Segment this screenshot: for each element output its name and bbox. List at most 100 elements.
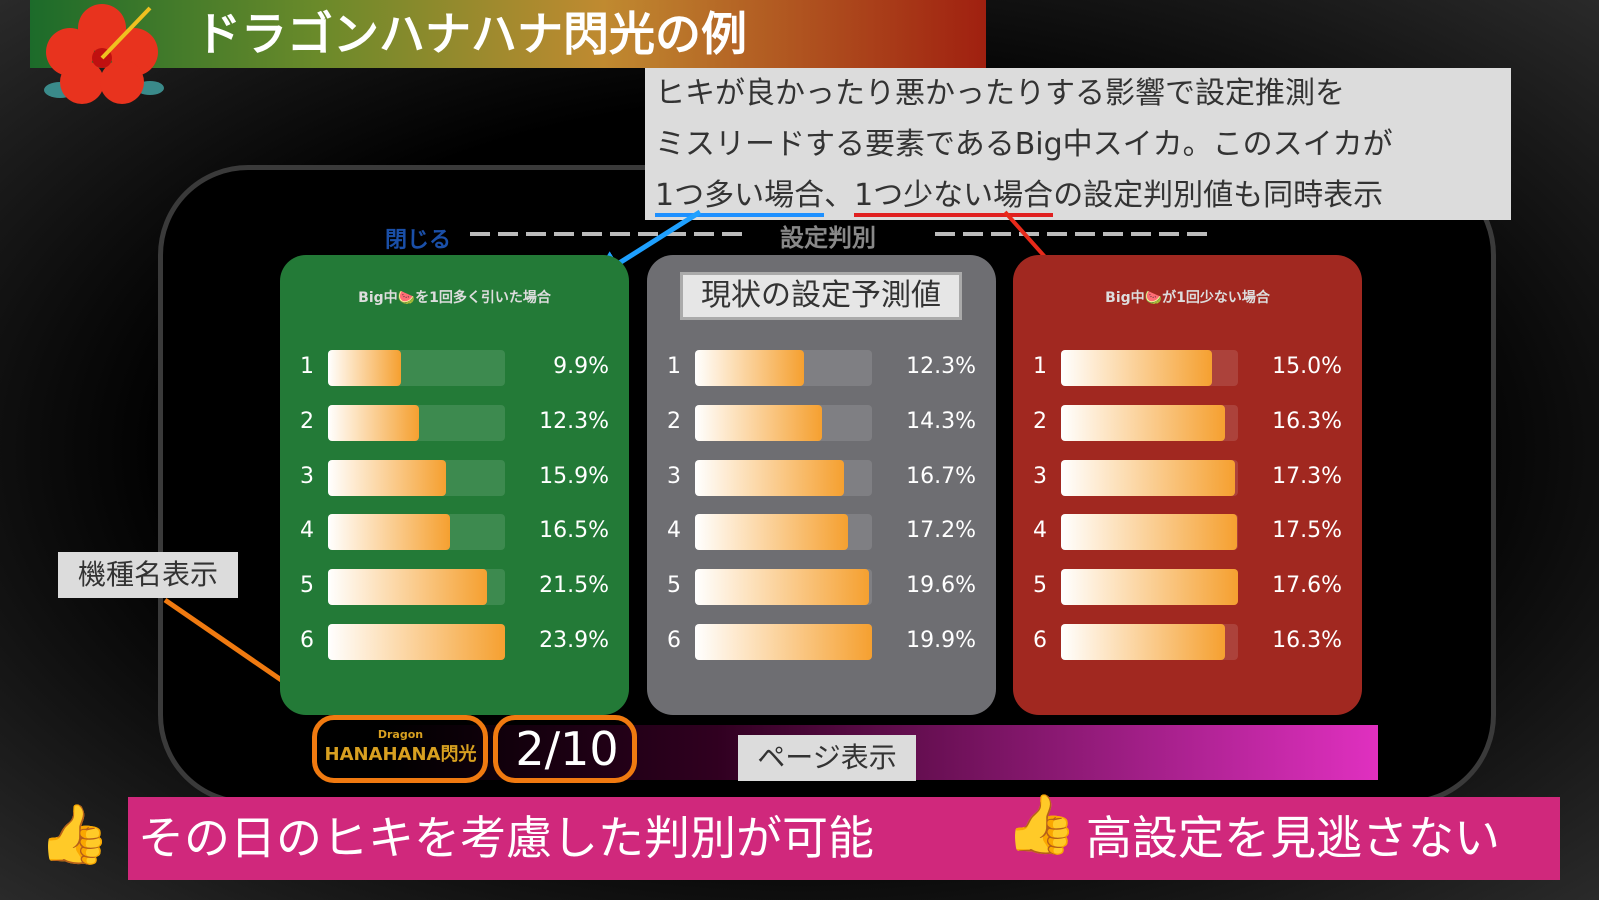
- setting-number: 2: [300, 408, 314, 434]
- probability-value: 12.3%: [906, 354, 976, 379]
- probability-bar: [695, 514, 848, 551]
- probability-bar: [328, 459, 446, 496]
- probability-bar: [695, 569, 870, 606]
- page-display-label: ページ表示: [738, 735, 916, 781]
- setting-row: 6 23.9%: [280, 622, 629, 662]
- probability-value: 16.5%: [539, 518, 609, 544]
- probability-value: 15.9%: [539, 463, 609, 489]
- probability-track: [1061, 569, 1238, 606]
- probability-track: [695, 350, 872, 386]
- probability-track: [695, 569, 872, 606]
- page-highlight: [493, 715, 637, 783]
- setting-row: 5 19.6%: [647, 567, 996, 607]
- panel-title: 設定判別: [780, 224, 876, 252]
- probability-track: [328, 404, 505, 441]
- card-header: 現状の設定予測値: [680, 272, 962, 320]
- setting-number: 2: [667, 408, 681, 434]
- logo-line: Dragon: [377, 728, 424, 741]
- card-header: Big中🍉が1回少ない場合: [1105, 290, 1270, 306]
- setting-number: 6: [300, 628, 314, 653]
- probability-bar: [328, 404, 420, 441]
- probability-value: 16.3%: [1272, 408, 1342, 434]
- banner-right-text: 高設定を見逃さない: [1086, 811, 1500, 865]
- setting-row: 2 16.3%: [1013, 403, 1362, 443]
- probability-bar: [1061, 624, 1225, 660]
- model-name-label: 機種名表示: [58, 552, 238, 598]
- probability-track: [695, 624, 872, 660]
- title-banner: ドラゴンハナハナ閃光の例: [30, 0, 986, 68]
- setting-row: 4 17.2%: [647, 512, 996, 552]
- callout-line: 1つ多い場合、1つ少ない場合の設定判別値も同時表示: [655, 170, 1501, 221]
- setting-row: 3 17.3%: [1013, 458, 1362, 498]
- probability-track: [695, 459, 872, 496]
- model-logo: Dragon HANAHANA閃光: [318, 728, 483, 776]
- setting-row: 3 15.9%: [280, 458, 629, 498]
- card-current: 現状の設定予測値 1 12.3% 2 14.3% 3 16.7% 4 17.2% 5 19.6% 6 1…: [647, 255, 996, 715]
- setting-number: 3: [300, 463, 314, 489]
- probability-value: 14.3%: [906, 408, 976, 434]
- setting-number: 6: [667, 628, 681, 653]
- setting-row: 2 12.3%: [280, 403, 629, 443]
- bottom-banner: その日のヒキを考慮した判別が可能 高設定を見逃さない: [128, 797, 1560, 880]
- setting-row: 1 12.3%: [647, 348, 996, 388]
- setting-number: 4: [667, 518, 681, 544]
- setting-number: 2: [1033, 408, 1047, 434]
- setting-number: 1: [1033, 354, 1047, 379]
- probability-bar: [1061, 350, 1212, 386]
- probability-value: 9.9%: [553, 354, 609, 379]
- probability-bar: [1061, 459, 1235, 496]
- probability-track: [328, 624, 505, 660]
- probability-value: 16.3%: [1272, 628, 1342, 653]
- probability-value: 19.6%: [906, 573, 976, 599]
- probability-value: 19.9%: [906, 628, 976, 653]
- setting-row: 6 19.9%: [647, 622, 996, 662]
- setting-number: 5: [300, 573, 314, 599]
- probability-bar: [1061, 404, 1225, 441]
- probability-track: [1061, 459, 1238, 496]
- callout-text: の設定判別値も同時表示: [1053, 178, 1384, 213]
- explanation-callout: ヒキが良かったり悪かったりする影響で設定推測を ミスリードする要素であるBig中…: [645, 68, 1511, 220]
- thumbs-up-icon: 👍: [1005, 790, 1078, 858]
- probability-track: [328, 350, 505, 386]
- setting-row: 4 16.5%: [280, 512, 629, 552]
- probability-value: 17.3%: [1272, 463, 1342, 489]
- page-indicator: 2/10: [515, 722, 619, 776]
- divider: [935, 232, 1210, 236]
- probability-bar: [695, 459, 844, 496]
- probability-value: 15.0%: [1272, 354, 1342, 379]
- hibiscus-icon: [44, 4, 164, 104]
- probability-value: 12.3%: [539, 408, 609, 434]
- setting-number: 6: [1033, 628, 1047, 653]
- setting-number: 3: [667, 463, 681, 489]
- card-one-more: Big中🍉を1回多く引いた場合 1 9.9% 2 12.3% 3 15.9% 4 16.5% 5 2…: [280, 255, 629, 715]
- probability-track: [1061, 404, 1238, 441]
- page-title: ドラゴンハナハナ閃光の例: [195, 7, 747, 61]
- callout-line: ミスリードする要素であるBig中スイカ。このスイカが: [655, 127, 1393, 162]
- setting-number: 1: [300, 354, 314, 379]
- probability-track: [328, 459, 505, 496]
- setting-row: 4 17.5%: [1013, 512, 1362, 552]
- probability-track: [695, 514, 872, 551]
- probability-value: 23.9%: [539, 628, 609, 653]
- probability-track: [695, 404, 872, 441]
- probability-value: 21.5%: [539, 573, 609, 599]
- probability-track: [328, 514, 505, 551]
- separator: 、: [824, 178, 855, 213]
- divider: [470, 232, 745, 236]
- probability-value: 17.6%: [1272, 573, 1342, 599]
- setting-row: 1 15.0%: [1013, 348, 1362, 388]
- probability-value: 17.5%: [1272, 518, 1342, 544]
- one-less-text: 1つ少ない場合: [854, 178, 1054, 217]
- setting-number: 5: [667, 573, 681, 599]
- setting-number: 3: [1033, 463, 1047, 489]
- probability-bar: [695, 350, 805, 386]
- close-button[interactable]: 閉じる: [385, 228, 452, 253]
- one-more-text: 1つ多い場合: [655, 178, 825, 217]
- probability-bar: [1061, 514, 1237, 551]
- card-one-less: Big中🍉が1回少ない場合 1 15.0% 2 16.3% 3 17.3% 4 17.5% 5 17…: [1013, 255, 1362, 715]
- probability-bar: [328, 624, 505, 660]
- probability-value: 17.2%: [906, 518, 976, 544]
- thumbs-up-icon: 👍: [38, 800, 111, 868]
- probability-bar: [328, 514, 451, 551]
- setting-number: 5: [1033, 573, 1047, 599]
